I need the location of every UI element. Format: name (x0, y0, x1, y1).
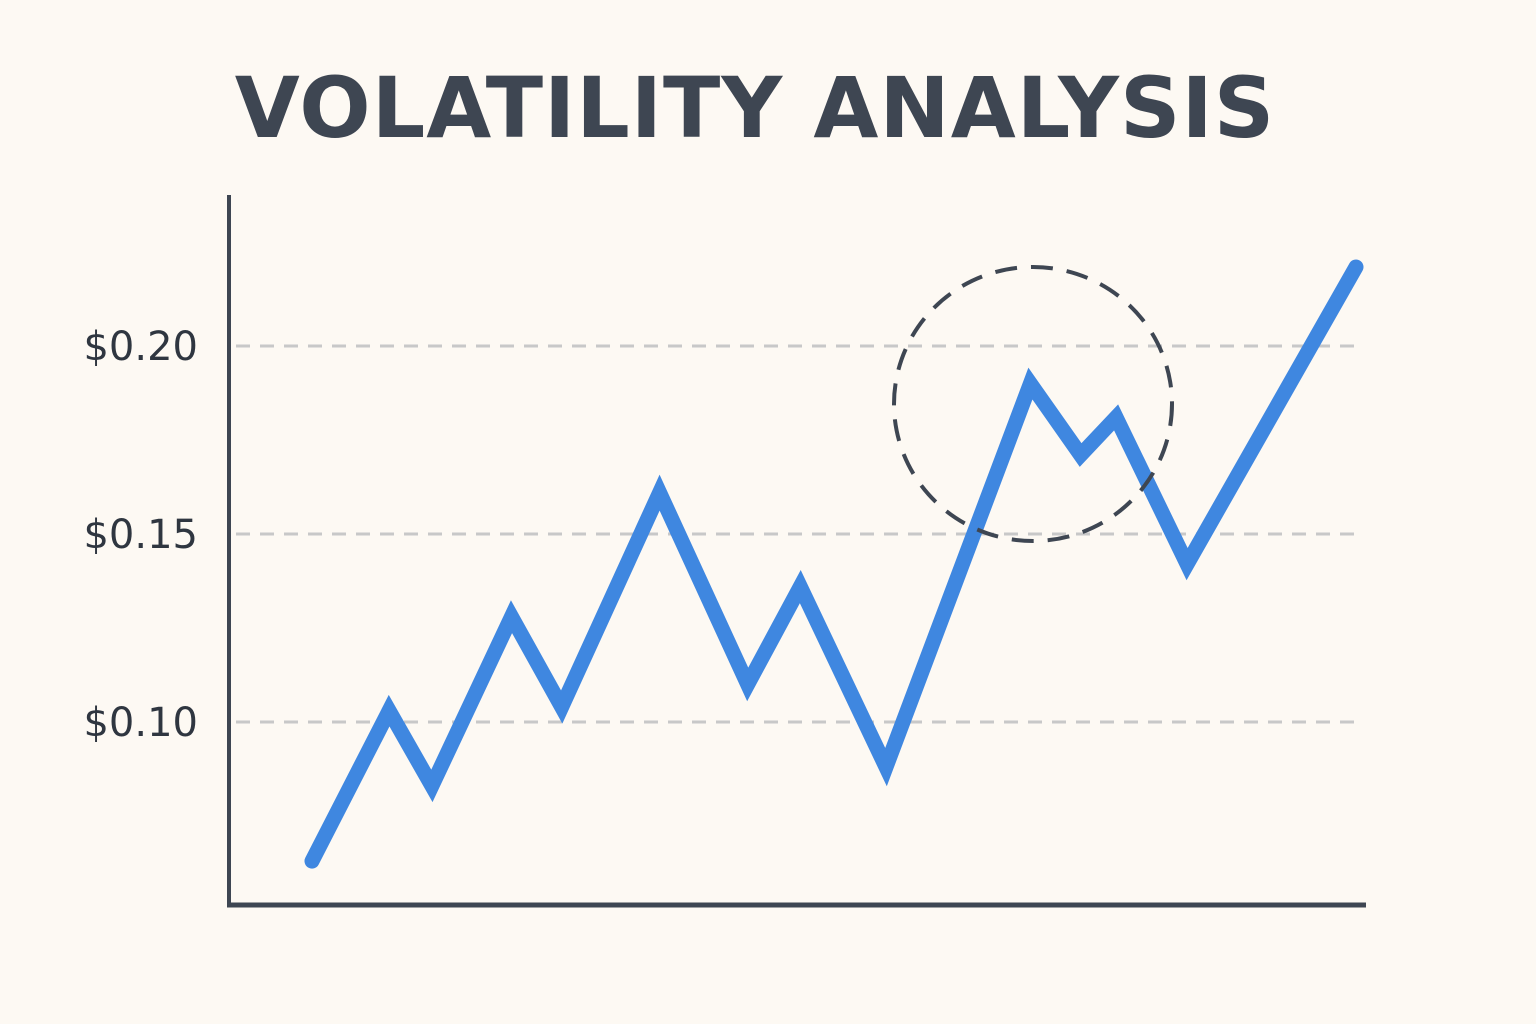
y-tick-label: $0.10 (83, 700, 198, 746)
chart-title: VOLATILITY ANALYSIS (234, 59, 1276, 157)
price-line (304, 259, 1364, 869)
y-tick-label: $0.20 (83, 324, 198, 370)
highlight-circle (892, 265, 1174, 543)
y-tick-label: $0.15 (83, 512, 198, 558)
